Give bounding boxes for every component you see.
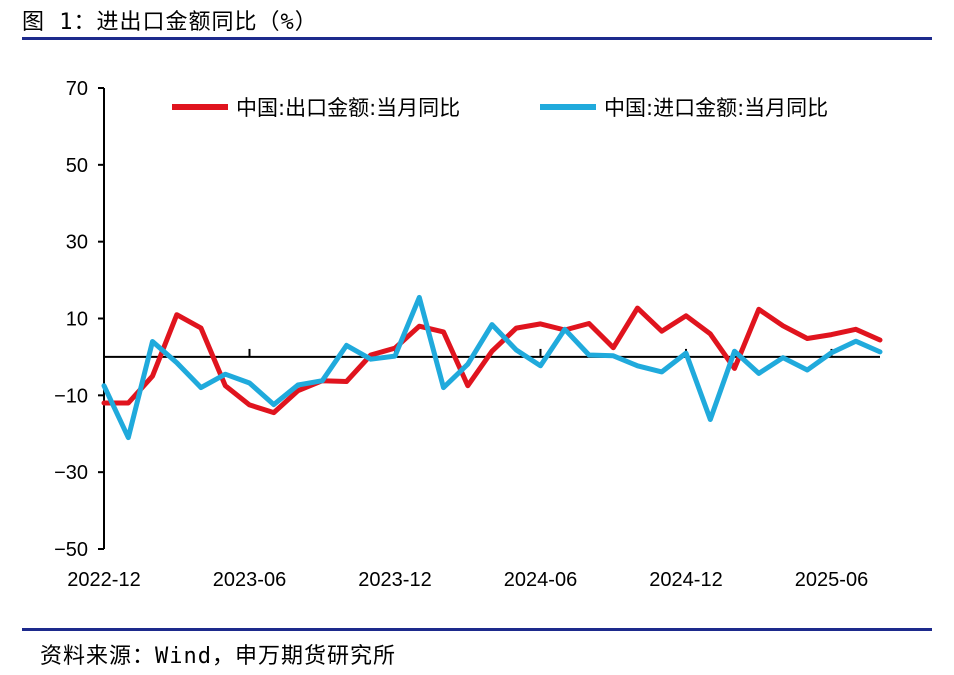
x-tick-label: 2023-06 <box>213 569 286 591</box>
top-rule <box>22 37 932 40</box>
y-tick-label: 10 <box>66 309 88 331</box>
chart-legend: 中国:出口金额:当月同比 中国:进口金额:当月同比 <box>172 96 828 120</box>
chart-ticks: 70 50 30 10 −10 −30 −50 2022-12 2023-06 2023-12 20… <box>54 78 868 591</box>
y-tick-label: −50 <box>54 539 88 561</box>
source-note: 资料来源：Wind，申万期货研究所 <box>40 644 396 669</box>
export-yoy-line <box>101 305 883 416</box>
y-tick-label: −30 <box>54 462 88 484</box>
chart-axes <box>103 88 880 549</box>
import-yoy-line <box>101 294 883 441</box>
x-tick-label: 2024-12 <box>649 569 722 591</box>
figure-title: 图 1：进出口金额同比（%） <box>22 10 318 35</box>
legend-label: 中国:进口金额:当月同比 <box>604 96 828 120</box>
y-tick-label: 30 <box>66 232 88 254</box>
x-tick-label: 2022-12 <box>67 569 140 591</box>
y-tick-label: −10 <box>54 385 88 407</box>
chart-series <box>101 294 883 441</box>
x-tick-label: 2024-06 <box>504 569 577 591</box>
x-tick-label: 2023-12 <box>358 569 431 591</box>
legend-label: 中国:出口金额:当月同比 <box>236 96 460 120</box>
y-tick-label: 70 <box>66 78 88 100</box>
bottom-rule <box>22 628 932 631</box>
y-tick-label: 50 <box>66 155 88 177</box>
x-tick-label: 2025-06 <box>795 569 868 591</box>
